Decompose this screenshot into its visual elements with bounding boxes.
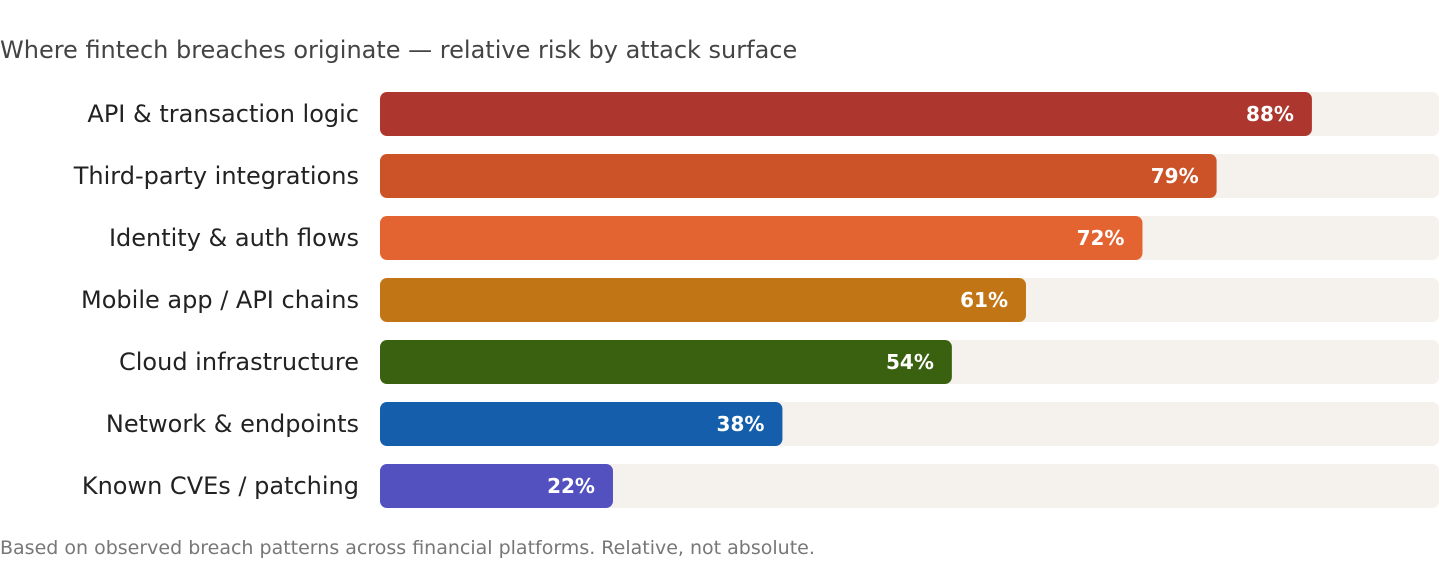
category-label: Network & endpoints: [106, 410, 359, 438]
bar-row: API & transaction logic 88%: [87, 92, 1439, 136]
value-label: 22%: [547, 474, 595, 498]
bar-row: Identity & auth flows 72%: [109, 216, 1439, 260]
bar-track: [380, 464, 1439, 508]
bar: [380, 464, 613, 508]
bar: [380, 402, 783, 446]
value-label: 61%: [960, 288, 1008, 312]
value-label: 72%: [1077, 226, 1125, 250]
bar-row: Mobile app / API chains 61%: [81, 278, 1439, 322]
value-label: 79%: [1151, 164, 1199, 188]
bar: [380, 154, 1217, 198]
category-label: API & transaction logic: [87, 100, 359, 128]
category-label: Known CVEs / patching: [82, 472, 359, 500]
value-label: 38%: [717, 412, 765, 436]
value-label: 54%: [886, 350, 934, 374]
bar: [380, 216, 1143, 260]
bar-row: Network & endpoints 38%: [106, 402, 1439, 446]
category-label: Mobile app / API chains: [81, 286, 359, 314]
bar-row: Cloud infrastructure 54%: [119, 340, 1439, 384]
bar: [380, 278, 1026, 322]
bar-row: Known CVEs / patching 22%: [82, 464, 1439, 508]
category-label: Identity & auth flows: [109, 224, 359, 252]
chart-footnote: Based on observed breach patterns across…: [0, 537, 815, 559]
category-label: Third-party integrations: [73, 162, 359, 190]
value-label: 88%: [1246, 102, 1294, 126]
category-label: Cloud infrastructure: [119, 348, 359, 376]
bar: [380, 340, 952, 384]
chart-title: Where fintech breaches originate — relat…: [0, 36, 798, 64]
bar: [380, 92, 1312, 136]
bar-row: Third-party integrations 79%: [73, 154, 1439, 198]
